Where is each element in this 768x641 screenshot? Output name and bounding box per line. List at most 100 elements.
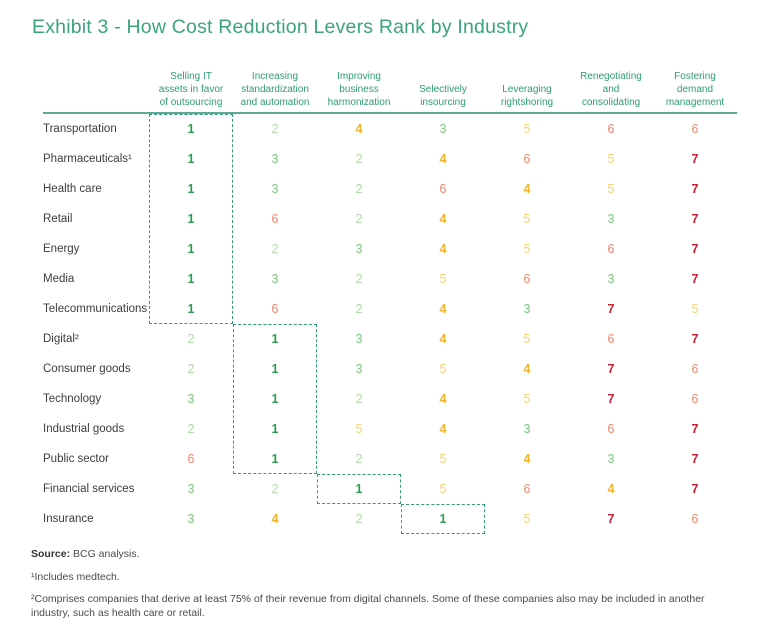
rank-cell: 4: [439, 302, 447, 316]
rank-cell: 1: [355, 482, 363, 496]
rank-cell: 3: [607, 272, 615, 286]
rank-cell: 6: [271, 212, 279, 226]
table-row: Digital² 2 1 3 4 5 6 7: [43, 324, 737, 354]
rank-cell: 4: [523, 452, 531, 466]
rank-cell: 4: [439, 392, 447, 406]
rank-cell: 4: [271, 512, 279, 526]
rank-cell: 7: [691, 182, 699, 196]
rank-cell: 6: [523, 152, 531, 166]
rank-cell: 6: [691, 512, 699, 526]
rank-cell: 2: [355, 452, 363, 466]
rank-cell: 1: [187, 152, 195, 166]
column-header-line: consolidating: [581, 97, 641, 108]
rank-cell: 7: [691, 422, 699, 436]
rank-cell: 3: [523, 302, 531, 316]
rank-cell: 2: [271, 242, 279, 256]
row-label: Public sector: [43, 453, 109, 465]
rank-cell: 7: [607, 392, 615, 406]
row-label: Digital²: [43, 333, 79, 345]
row-label: Telecommunications: [43, 303, 148, 315]
rank-cell: 7: [691, 452, 699, 466]
column-header-line: Improving: [337, 71, 381, 82]
rank-cell: 5: [607, 152, 615, 166]
rank-cell: 1: [187, 302, 195, 316]
row-label: Retail: [43, 213, 73, 225]
rank-cell: 6: [523, 272, 531, 286]
rank-cell: 6: [607, 242, 615, 256]
rank-cell: 3: [355, 242, 363, 256]
column-header-line: harmonization: [327, 97, 391, 108]
rank-cell: 1: [271, 392, 279, 406]
column-header: Increasing standardization and automation: [233, 70, 317, 112]
rank-cell: 2: [355, 182, 363, 196]
row-label: Industrial goods: [43, 423, 125, 435]
column-header-line: demand: [676, 84, 714, 95]
rank-cell: 6: [187, 452, 195, 466]
rank-cell: 2: [355, 512, 363, 526]
rank-cell: 2: [271, 122, 279, 136]
rank-cell: 5: [439, 362, 447, 376]
rank-cell: 5: [523, 212, 531, 226]
rank-cell: 4: [523, 182, 531, 196]
column-header-line: and automation: [240, 97, 310, 108]
rank-cell: 5: [439, 272, 447, 286]
column-header-line: management: [665, 97, 725, 108]
rank-cell: 2: [187, 332, 195, 346]
rank-cell: 5: [523, 122, 531, 136]
rank-cell: 5: [439, 452, 447, 466]
rank-cell: 6: [607, 122, 615, 136]
row-label: Technology: [43, 393, 102, 405]
rank-cell: 5: [523, 392, 531, 406]
rank-cell: 7: [691, 242, 699, 256]
rank-cell: 1: [187, 122, 195, 136]
footnote-2: ²Comprises companies that derive at leas…: [31, 593, 705, 619]
rank-cell: 3: [187, 512, 195, 526]
rank-cell: 7: [691, 272, 699, 286]
table-row: Public sector 6 1 2 5 4 3 7: [43, 444, 737, 474]
rank-cell: 1: [187, 182, 195, 196]
rank-cell: 3: [271, 152, 279, 166]
rank-cell: 2: [355, 392, 363, 406]
table-row: Industrial goods 2 1 5 4 3 6 7: [43, 414, 737, 444]
column-header-line: of outsourcing: [159, 97, 223, 108]
column-header: Renegotiating and consolidating: [569, 70, 653, 112]
row-label: Financial services: [43, 483, 135, 495]
rank-cell: 6: [691, 122, 699, 136]
row-label: Transportation: [43, 123, 117, 135]
rank-cell: 4: [523, 362, 531, 376]
rank-cell: 3: [187, 482, 195, 496]
rank-cell: 7: [691, 152, 699, 166]
rank-cell: 5: [691, 302, 699, 316]
rank-cell: 5: [523, 512, 531, 526]
rank-cell: 1: [271, 332, 279, 346]
rank-cell: 1: [271, 362, 279, 376]
row-label: Energy: [43, 243, 80, 255]
ranking-table: Selling IT assets in favor of outsourcing I…: [43, 62, 737, 534]
rank-cell: 5: [523, 332, 531, 346]
column-header-line: standardization: [241, 84, 309, 95]
table-row: Retail 1 6 2 4 5 3 7: [43, 204, 737, 234]
rank-cell: 3: [607, 212, 615, 226]
rank-cell: 2: [355, 212, 363, 226]
rank-cell: 6: [523, 482, 531, 496]
rank-cell: 4: [439, 242, 447, 256]
rank-cell: 1: [187, 212, 195, 226]
column-header-line: Leveraging: [502, 84, 552, 95]
rank-cell: 3: [271, 272, 279, 286]
table-row: Insurance 3 4 2 1 5 7 6: [43, 504, 737, 534]
column-header: Leveraging rightshoring: [485, 83, 569, 112]
column-header-line: Selling IT: [170, 71, 212, 82]
rank-cell: 3: [271, 182, 279, 196]
rank-cell: 4: [607, 482, 615, 496]
rank-cell: 6: [691, 362, 699, 376]
table-row: Media 1 3 2 5 6 3 7: [43, 264, 737, 294]
table-header-row: Selling IT assets in favor of outsourcing I…: [43, 62, 737, 112]
column-header-line: Selectively: [419, 84, 467, 95]
exhibit-title: Exhibit 3 - How Cost Reduction Levers Ra…: [32, 16, 529, 38]
rank-cell: 2: [187, 362, 195, 376]
row-label: Media: [43, 273, 75, 285]
rank-cell: 6: [691, 392, 699, 406]
rank-cell: 4: [439, 152, 447, 166]
column-header: Fostering demand management: [653, 70, 737, 112]
